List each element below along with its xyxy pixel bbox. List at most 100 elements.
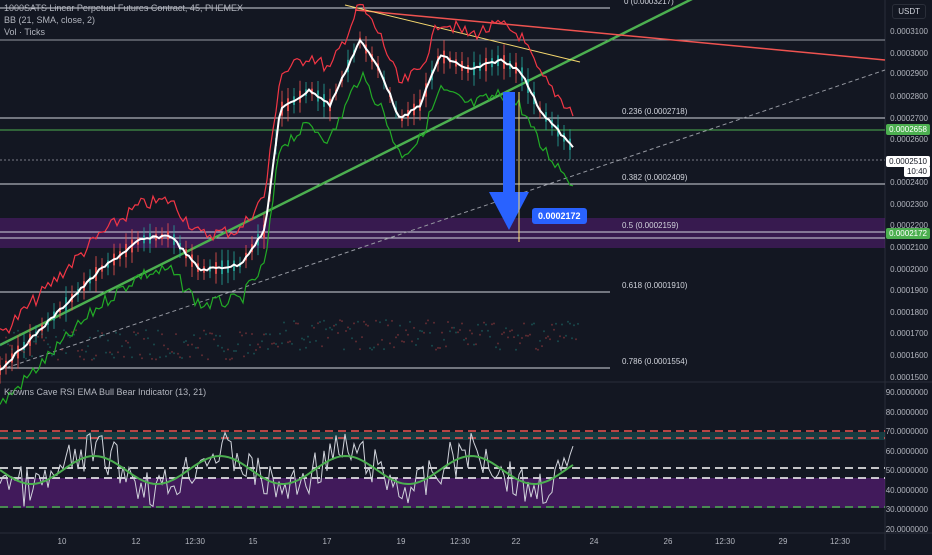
volume-tick [93,357,95,360]
volume-tick [117,351,119,354]
volume-tick [323,319,325,322]
volume-tick [5,336,7,339]
volume-tick [23,351,25,354]
rsi-axis-label: 90.0000000 [885,388,928,397]
volume-tick [279,332,281,335]
volume-tick [211,332,213,335]
volume-tick [7,343,9,346]
price-axis-label: 0.0002800 [890,92,928,101]
volume-tick [223,350,225,353]
candle-body [23,341,25,351]
volume-tick [139,353,141,356]
volume-tick [391,319,393,322]
volume-tick [235,350,237,352]
volume-tick [277,345,279,348]
volume-tick [275,343,277,345]
currency-button[interactable]: USDT [892,4,926,19]
volume-tick [373,346,375,349]
candle-body [485,58,487,72]
volume-tick [75,329,77,332]
volume-tick [441,331,443,334]
candle-body [233,260,235,271]
volume-tick [325,328,327,331]
volume-tick [385,319,387,322]
volume-tick [493,322,495,325]
volume-tick [453,326,455,329]
volume-tick [525,334,527,337]
volume-tick [99,336,101,339]
volume-tick [173,352,175,355]
volume-tick [133,331,135,334]
volume-tick [361,336,363,339]
rsi-legend[interactable]: Krowns Cave RSI EMA Bull Bear Indicator … [4,387,207,397]
volume-tick [203,329,205,332]
volume-tick [193,334,195,337]
bb-legend[interactable]: BB (21, SMA, close, 2) [4,15,96,25]
volume-tick [471,332,473,335]
time-axis-label: 12:30 [829,537,851,546]
volume-tick [355,340,357,343]
volume-tick [439,347,441,349]
volume-tick [57,358,59,361]
volume-tick [521,337,523,339]
volume-tick [415,344,417,346]
volume-tick [209,332,211,335]
volume-tick [189,355,191,358]
volume-tick [529,333,531,336]
volume-tick [349,327,351,330]
volume-tick [265,333,267,335]
symbol-legend[interactable]: 1000SATS Linear Perpetual Futures Contra… [4,3,243,13]
volume-tick [411,340,413,343]
volume-tick [519,342,521,345]
volume-tick [431,344,433,347]
volume-tick [399,324,401,327]
volume-tick [487,329,489,332]
volume-tick [429,331,431,334]
volume-tick [255,349,257,351]
volume-tick [81,349,83,351]
volume-tick [221,346,223,349]
price-axis-label: 0.0002700 [890,114,928,123]
price-axis-label: 0.0002300 [890,200,928,209]
volume-tick [425,322,427,325]
price-axis-label: 0.0001700 [890,329,928,338]
rsi-overbought-band [0,432,885,440]
volume-tick [565,334,567,337]
volume-tick [381,338,383,341]
price-axis-label: 0.0001900 [890,286,928,295]
time-axis-label: 12:30 [449,537,471,546]
volume-tick [83,358,85,361]
volume-tick [305,346,307,349]
volume-tick [469,329,471,332]
volume-tick [61,348,63,351]
volume-tick [149,353,151,356]
volume-tick [507,336,509,339]
volume-tick [551,323,553,326]
volume-tick [547,335,549,338]
volume-tick [553,328,555,331]
volume-tick [401,340,403,343]
volume-tick [301,337,303,340]
volume-tick [169,352,171,355]
target-callout[interactable]: 0.0002172 [532,208,587,224]
time-axis-label: 29 [778,537,788,546]
current-price-tag: 0.0002510 [886,156,930,167]
volume-tick [95,354,97,357]
volume-tick [3,341,5,344]
volume-tick [77,349,79,352]
volume-tick [421,330,423,333]
volume-tick [461,322,463,325]
volume-tick [199,337,201,340]
volume-tick [157,329,159,332]
volume-tick [413,326,415,329]
volume-tick [195,346,197,349]
countdown-tag: 10:40 [903,166,930,177]
volume-tick [477,323,479,326]
rsi-axis-label: 60.0000000 [885,446,928,456]
volume-tick [555,322,557,325]
fib-label: 0.618 (0.0001910) [622,281,688,290]
volume-legend[interactable]: Vol · Ticks [4,27,46,37]
volume-tick [437,346,439,349]
